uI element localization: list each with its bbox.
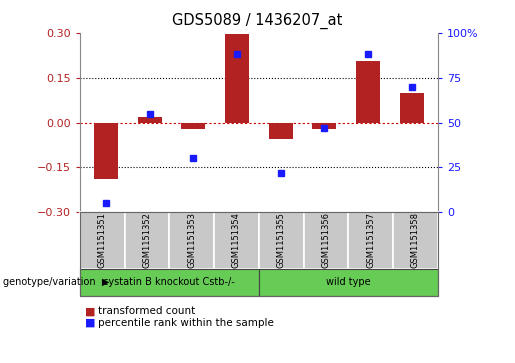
Text: cystatin B knockout Cstb-/-: cystatin B knockout Cstb-/- — [104, 277, 235, 287]
Text: GSM1151358: GSM1151358 — [411, 212, 420, 269]
Text: GSM1151357: GSM1151357 — [366, 212, 375, 269]
Text: GSM1151356: GSM1151356 — [321, 212, 331, 269]
Text: GSM1151352: GSM1151352 — [143, 213, 151, 268]
Text: GSM1151351: GSM1151351 — [98, 213, 107, 268]
Bar — [181, 123, 205, 129]
Text: GDS5089 / 1436207_at: GDS5089 / 1436207_at — [173, 13, 342, 29]
Text: transformed count: transformed count — [98, 306, 195, 317]
Bar — [94, 123, 118, 179]
Bar — [400, 93, 423, 123]
Bar — [225, 34, 249, 123]
Bar — [356, 61, 380, 123]
Bar — [312, 123, 336, 129]
Text: wild type: wild type — [326, 277, 371, 287]
Text: ■: ■ — [85, 306, 95, 317]
Text: GSM1151355: GSM1151355 — [277, 213, 286, 268]
Text: percentile rank within the sample: percentile rank within the sample — [98, 318, 274, 328]
Text: ■: ■ — [85, 318, 95, 328]
Text: GSM1151353: GSM1151353 — [187, 212, 196, 269]
Bar — [138, 117, 162, 123]
Bar — [269, 123, 293, 139]
Text: genotype/variation  ▶: genotype/variation ▶ — [3, 277, 109, 287]
Text: GSM1151354: GSM1151354 — [232, 213, 241, 268]
